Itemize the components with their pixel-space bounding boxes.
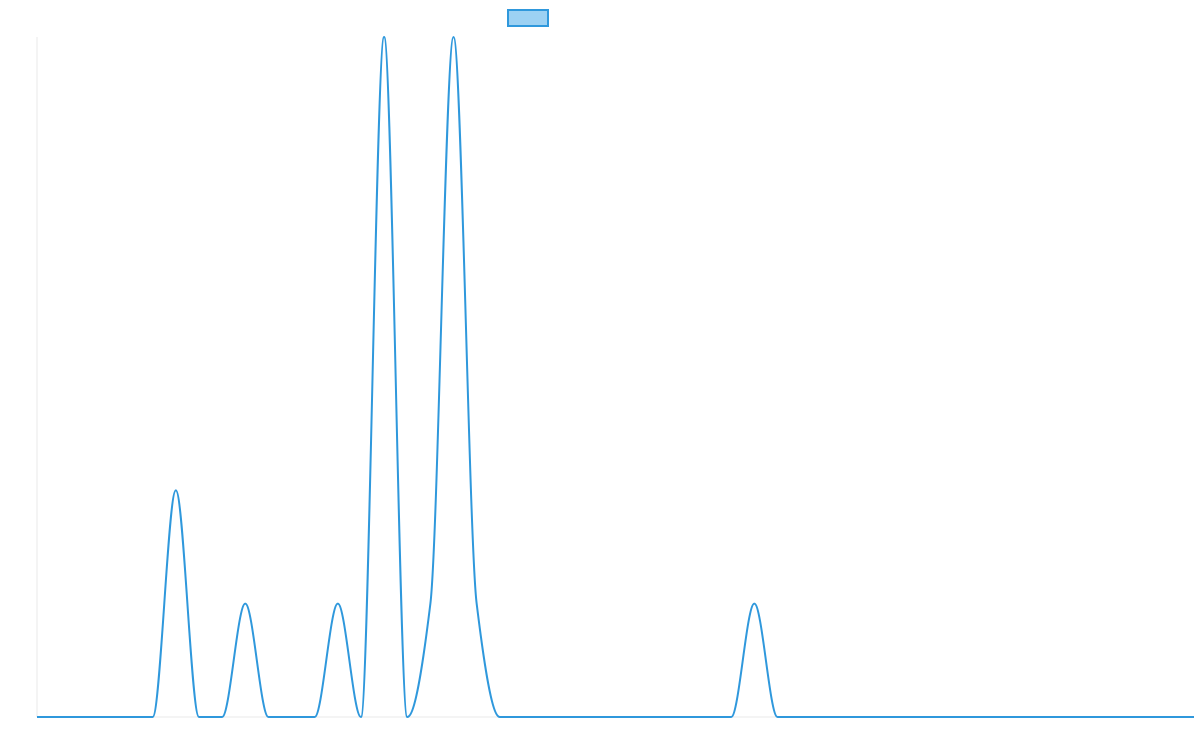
data-point[interactable]	[543, 714, 549, 720]
data-point[interactable]	[57, 714, 63, 720]
points-layer	[34, 34, 1197, 720]
data-point[interactable]	[798, 714, 804, 720]
data-point[interactable]	[1145, 714, 1151, 720]
legend-swatch[interactable]	[507, 9, 549, 27]
data-point[interactable]	[751, 601, 757, 607]
axes	[36, 37, 1194, 718]
data-point[interactable]	[219, 714, 225, 720]
data-point[interactable]	[774, 714, 780, 720]
data-point[interactable]	[705, 714, 711, 720]
data-point[interactable]	[1029, 714, 1035, 720]
series-layer	[36, 36, 1194, 719]
data-point[interactable]	[265, 714, 271, 720]
data-point[interactable]	[1191, 714, 1197, 720]
series-line-0	[36, 36, 1194, 719]
data-point[interactable]	[34, 714, 40, 720]
data-point[interactable]	[497, 714, 503, 720]
data-point[interactable]	[844, 714, 850, 720]
data-point[interactable]	[821, 714, 827, 720]
data-point[interactable]	[127, 714, 133, 720]
data-point[interactable]	[173, 487, 179, 493]
data-point[interactable]	[1098, 714, 1104, 720]
data-point[interactable]	[1168, 714, 1174, 720]
data-point[interactable]	[983, 714, 989, 720]
data-point[interactable]	[566, 714, 572, 720]
data-point[interactable]	[1052, 714, 1058, 720]
data-point[interactable]	[289, 714, 295, 720]
data-point[interactable]	[103, 714, 109, 720]
data-point[interactable]	[936, 714, 942, 720]
data-point[interactable]	[589, 714, 595, 720]
data-point[interactable]	[1122, 714, 1128, 720]
data-point[interactable]	[728, 714, 734, 720]
data-point[interactable]	[890, 714, 896, 720]
data-point[interactable]	[381, 34, 387, 40]
data-point[interactable]	[312, 714, 318, 720]
data-point[interactable]	[427, 601, 433, 607]
data-point[interactable]	[196, 714, 202, 720]
data-point[interactable]	[474, 601, 480, 607]
data-point[interactable]	[242, 601, 248, 607]
data-point[interactable]	[404, 714, 410, 720]
data-point[interactable]	[1006, 714, 1012, 720]
data-point[interactable]	[659, 714, 665, 720]
data-point[interactable]	[960, 714, 966, 720]
data-point[interactable]	[150, 714, 156, 720]
data-point[interactable]	[636, 714, 642, 720]
data-point[interactable]	[335, 601, 341, 607]
data-point[interactable]	[358, 714, 364, 720]
data-point[interactable]	[682, 714, 688, 720]
data-point[interactable]	[1075, 714, 1081, 720]
data-point[interactable]	[80, 714, 86, 720]
data-point[interactable]	[451, 34, 457, 40]
data-point[interactable]	[613, 714, 619, 720]
data-point[interactable]	[520, 714, 526, 720]
legend[interactable]	[507, 9, 549, 27]
data-point[interactable]	[867, 714, 873, 720]
data-point[interactable]	[913, 714, 919, 720]
